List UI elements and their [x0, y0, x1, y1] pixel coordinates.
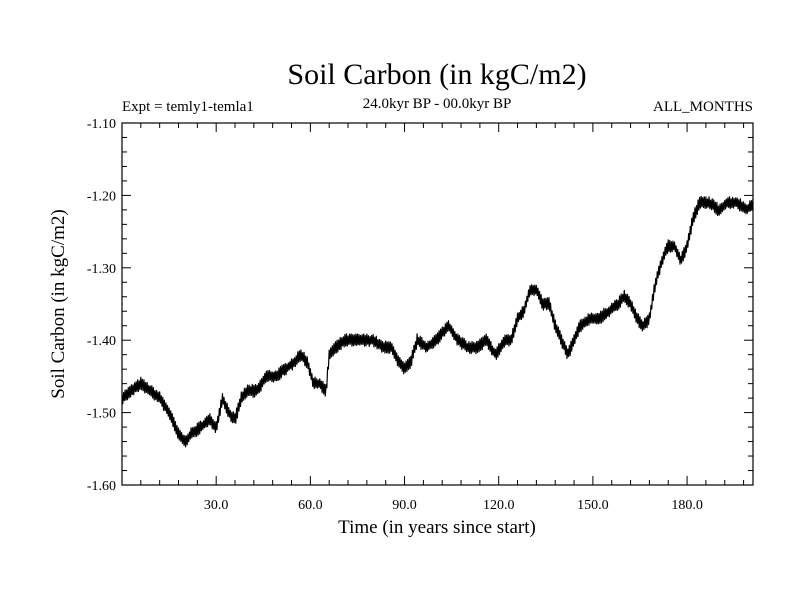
x-tick-label: 90.0	[392, 498, 417, 513]
series-line-soil-carbon	[121, 195, 754, 448]
chart-title: Soil Carbon (in kgC/m2)	[287, 58, 586, 91]
x-tick-label: 30.0	[204, 498, 229, 513]
experiment-label: Expt = temly1-temla1	[122, 99, 254, 115]
minor-ticks	[122, 123, 753, 485]
time-range-label: 24.0kyr BP - 00.0kyr BP	[363, 96, 512, 112]
y-tick-label: -1.60	[87, 479, 116, 494]
y-tick-label: -1.20	[87, 189, 116, 204]
x-axis-ticks: 30.0 60.0 90.0 120.0 150.0 180.0	[204, 123, 703, 513]
y-axis-ticks: -1.10 -1.20 -1.30 -1.40 -1.50 -1.60	[87, 117, 753, 494]
x-axis-label: Time (in years since start)	[338, 517, 536, 538]
y-tick-label: -1.50	[87, 407, 116, 422]
x-tick-label: 180.0	[671, 498, 703, 513]
y-axis-label: Soil Carbon (in kgC/m2)	[48, 209, 69, 398]
months-label: ALL_MONTHS	[653, 99, 753, 115]
x-tick-label: 60.0	[298, 498, 323, 513]
y-tick-label: -1.10	[87, 117, 116, 132]
plot-frame	[121, 122, 754, 486]
x-tick-label: 120.0	[483, 498, 515, 513]
y-tick-label: -1.40	[87, 334, 116, 349]
x-tick-label: 150.0	[577, 498, 609, 513]
y-tick-label: -1.30	[87, 262, 116, 277]
